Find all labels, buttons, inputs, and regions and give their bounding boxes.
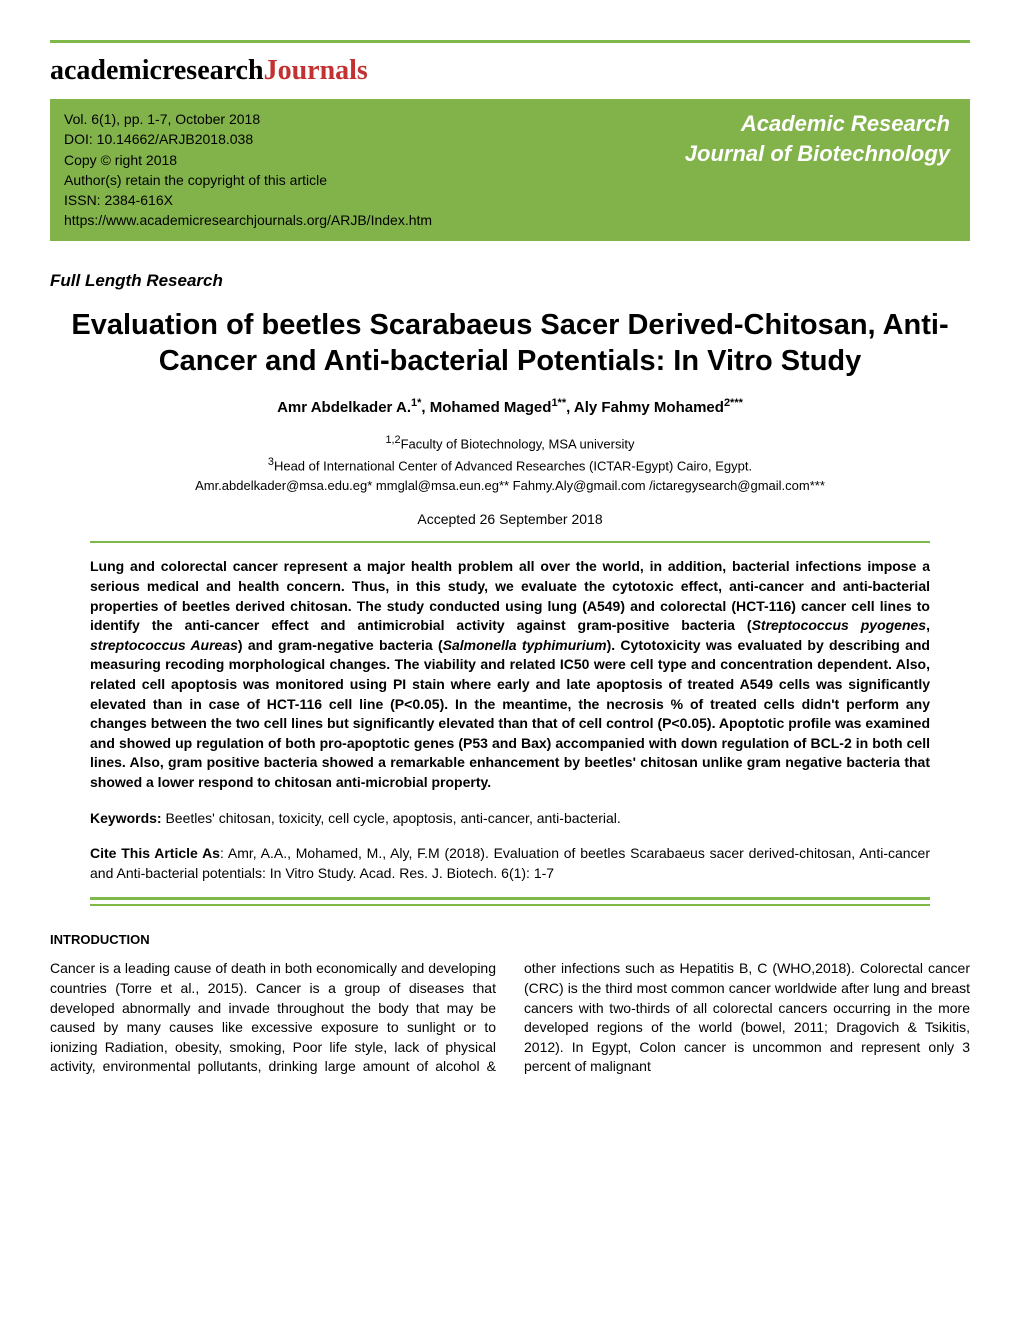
- logo-part-1: academicresearch: [50, 55, 264, 86]
- abstract-top-rule: [90, 541, 930, 543]
- abstract-seg-3: ) and gram-negative bacteria (: [238, 637, 443, 653]
- cite-label: Cite This Article As: [90, 845, 220, 861]
- abstract-seg-2: ,: [926, 617, 930, 633]
- article-title: Evaluation of beetles Scarabaeus Sacer D…: [50, 307, 970, 380]
- abstract-container: Lung and colorectal cancer represent a m…: [90, 557, 930, 883]
- journal-logo: academicresearchJournals: [50, 51, 970, 91]
- journal-name-line1: Academic Research: [573, 109, 950, 139]
- abstract-body: Lung and colorectal cancer represent a m…: [90, 557, 930, 792]
- abstract-seg-4: ). Cytotoxicity was evaluated by describ…: [90, 637, 930, 790]
- article-type: Full Length Research: [50, 271, 970, 291]
- journal-url: https://www.academicresearchjournals.org…: [64, 210, 553, 230]
- keywords: Keywords: Beetles' chitosan, toxicity, c…: [90, 809, 930, 829]
- vol-line: Vol. 6(1), pp. 1-7, October 2018: [64, 109, 553, 129]
- metadata-banner: Vol. 6(1), pp. 1-7, October 2018 DOI: 10…: [50, 99, 970, 241]
- abstract-italic-2: streptococcus Aureas: [90, 637, 238, 653]
- abstract-bottom-rule-1: [90, 897, 930, 900]
- keywords-text: Beetles' chitosan, toxicity, cell cycle,…: [165, 810, 620, 826]
- authors: Amr Abdelkader A.1*, Mohamed Maged1**, A…: [50, 397, 970, 416]
- intro-body: Cancer is a leading cause of death in bo…: [50, 959, 970, 1077]
- keywords-label: Keywords:: [90, 810, 165, 826]
- issn-line: ISSN: 2384-616X: [64, 190, 553, 210]
- logo-part-2-letter: J: [264, 55, 278, 86]
- affil-line-2: 3Head of International Center of Advance…: [50, 454, 970, 476]
- journal-name-line2: Journal of Biotechnology: [573, 139, 950, 169]
- abstract-bottom-rule-2: [90, 904, 930, 906]
- banner-journal-name: Academic Research Journal of Biotechnolo…: [573, 109, 956, 231]
- top-divider: [50, 40, 970, 43]
- copyright-line: Copy © right 2018: [64, 150, 553, 170]
- intro-heading: INTRODUCTION: [50, 932, 970, 947]
- accepted-date: Accepted 26 September 2018: [50, 511, 970, 527]
- cite-as: Cite This Article As: Amr, A.A., Mohamed…: [90, 844, 930, 883]
- abstract-italic-1: Streptococcus pyogenes: [752, 617, 927, 633]
- affiliations: 1,2Faculty of Biotechnology, MSA univers…: [50, 432, 970, 495]
- abstract-italic-3: Salmonella typhimurium: [443, 637, 607, 653]
- author-retain-line: Author(s) retain the copyright of this a…: [64, 170, 553, 190]
- affil-line-1: 1,2Faculty of Biotechnology, MSA univers…: [50, 432, 970, 454]
- doi-line: DOI: 10.14662/ARJB2018.038: [64, 131, 253, 147]
- banner-left-meta: Vol. 6(1), pp. 1-7, October 2018 DOI: 10…: [64, 109, 553, 231]
- logo-part-2-rest: ournals: [278, 55, 368, 86]
- emails: Amr.abdelkader@msa.edu.eg* mmglal@msa.eu…: [50, 476, 970, 496]
